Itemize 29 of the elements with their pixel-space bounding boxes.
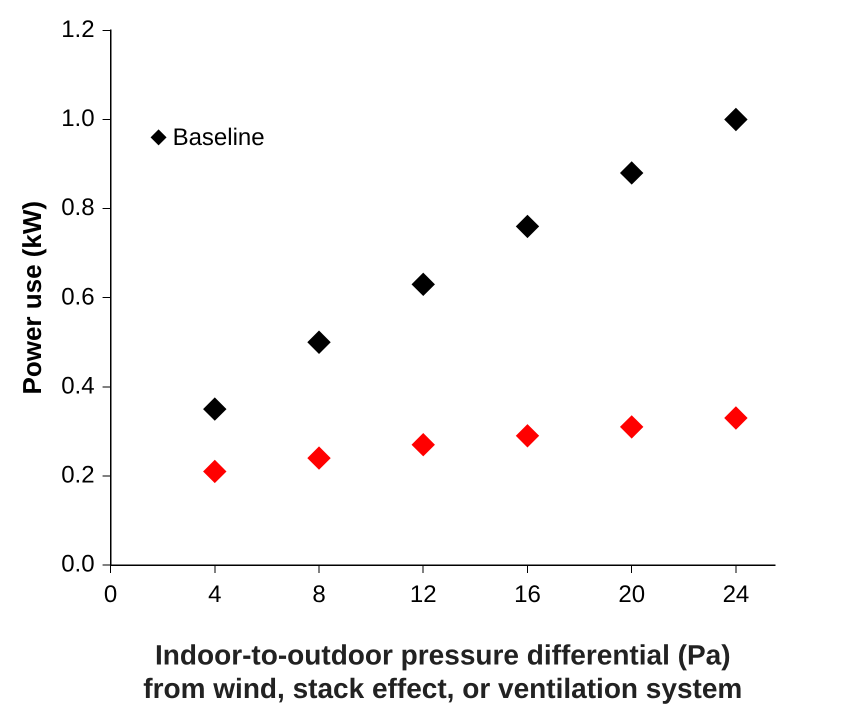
y-tick-label: 0.2 [61, 462, 95, 489]
y-tick-label: 1.2 [61, 16, 95, 44]
point [203, 460, 226, 483]
point [308, 446, 331, 470]
x-tick-label: 12 [410, 581, 437, 608]
point [724, 108, 748, 131]
point [412, 272, 435, 296]
point [203, 398, 226, 421]
y-axis-title: Power use (kW) [16, 200, 47, 394]
point [620, 161, 644, 184]
x-tick-label: 24 [722, 581, 750, 608]
point [516, 424, 539, 448]
x-tick-label: 20 [618, 581, 646, 608]
x-tick-label: 4 [208, 581, 222, 608]
point [516, 214, 539, 238]
y-tick-label: 0.6 [61, 283, 95, 310]
point [308, 330, 331, 354]
y-tick-label: 1.0 [61, 105, 95, 132]
y-tick-label: 0.0 [61, 550, 95, 578]
y-tick-label: 0.8 [61, 194, 95, 222]
point [724, 406, 748, 430]
point [620, 415, 644, 438]
x-axis-title: Indoor-to-outdoor pressure differential (Pa) from wind, stack effect, or ventilation system [143, 639, 742, 704]
legend-label: Baseline [172, 124, 265, 152]
y-tick-label: 0.4 [61, 372, 95, 400]
x-tick-label: 16 [514, 581, 541, 608]
x-tick-label: 8 [312, 581, 326, 608]
point [412, 433, 435, 456]
x-tick-label: 0 [104, 581, 118, 608]
